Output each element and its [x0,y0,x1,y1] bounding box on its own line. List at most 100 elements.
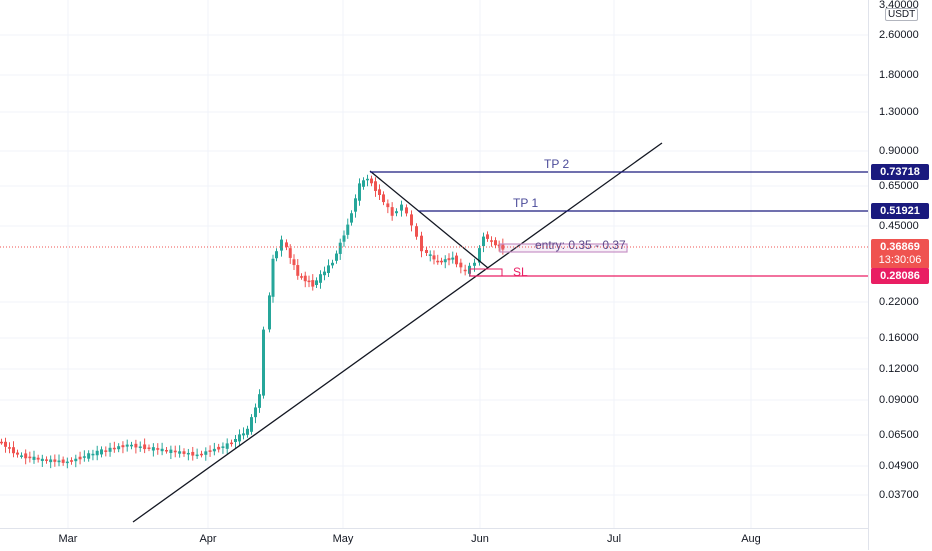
candle-body [16,452,19,455]
chart-area[interactable]: TP 2 TP 1 entry: 0.35 - 0.37 SL [0,0,868,528]
candle-body [82,456,86,458]
candle-body [61,459,65,463]
price-tick: 0.45000 [879,220,919,232]
descending-trendline[interactable] [369,170,489,269]
tp2-price-tag: 0.73718 [871,164,929,180]
candle-body [323,271,326,276]
candle-body [234,439,237,442]
last-price-tag: 0.36869 13:30:06 [871,239,929,269]
candle-body [40,458,44,461]
candle-body [447,258,451,261]
candle-body [182,451,186,454]
candle-body [268,295,271,330]
candle-body [428,254,432,256]
candle-body [32,456,36,460]
candle-body [0,441,3,444]
candle-body [311,280,315,287]
candle-body [327,265,330,273]
candle-body [112,447,116,450]
candle-body [463,269,467,272]
candle-body [494,240,497,246]
price-tick: 0.12000 [879,363,919,375]
entry-zone[interactable] [499,243,628,253]
candle-body [315,280,318,285]
candle-body [432,255,436,260]
price-tick: 0.04900 [879,460,919,472]
candle-body [134,443,138,448]
candle-body [242,433,245,436]
candle-body [390,207,394,216]
candle-body [292,259,296,266]
candle-body [303,275,307,282]
tp1-label: TP 1 [513,196,538,210]
candle-body [95,450,99,456]
price-tick: 2.60000 [879,29,919,41]
candle-body [382,194,385,203]
candle-body [335,253,338,261]
price-scale[interactable]: USDT 3.40000 2.60000 1.80000 1.30000 0.9… [868,0,932,550]
candle-body [20,455,23,457]
tp1-price-tag: 0.51921 [871,203,929,219]
candle-body [395,211,398,214]
candle-body [405,207,408,214]
candle-body [425,250,428,253]
candle-body [230,442,233,445]
entry-label: entry: 0.35 - 0.37 [535,238,626,252]
candle-body [8,447,11,449]
candle-body [49,459,53,463]
candle-body [362,180,365,187]
candle-body [4,441,7,447]
candle-body [307,280,311,283]
candle-body [217,446,221,450]
candle-body [246,428,249,435]
time-scale[interactable]: Mar Apr May Jun Jul Aug [0,528,868,551]
candle-body [104,450,108,452]
candle-body [121,445,125,448]
candle-body [440,260,443,263]
candle-body [436,260,440,263]
candle-body [36,457,40,460]
candle-body [125,444,129,447]
candle-body [53,459,57,462]
time-tick: Jul [606,533,622,545]
candle-body [285,242,288,248]
candle-body [45,459,48,461]
candle-body [451,257,455,260]
candle-body [455,255,458,265]
candle-body [57,460,61,463]
time-tick: Mar [58,533,78,545]
candle-body [366,178,369,181]
sl-box [469,268,503,277]
candle-body [400,204,403,211]
price-tick: 0.90000 [879,145,919,157]
candle-body [200,453,203,456]
candle-body [443,259,447,263]
candles [0,174,505,469]
candle-body [501,243,505,250]
candle-body [410,214,413,226]
candle-body [350,213,353,223]
candle-body [78,456,82,460]
candle-body [169,449,173,454]
grid-lines [0,0,868,528]
candle-body [138,446,142,448]
ascending-trendline[interactable] [132,142,663,523]
candle-body [250,417,253,432]
price-tick: 0.16000 [879,332,919,344]
candle-body [415,226,418,237]
price-chart[interactable]: TP 2 TP 1 entry: 0.35 - 0.37 SL [0,0,868,528]
candle-body [497,244,501,247]
candle-body [24,453,28,459]
candle-body [65,461,69,464]
sl-label: SL [513,265,528,279]
candle-body [262,329,265,396]
candle-body [74,458,78,462]
currency-label[interactable]: USDT [885,8,919,21]
candle-body [221,446,225,448]
sl-price-tag: 0.28086 [871,268,929,284]
candle-body [374,181,377,191]
candle-body [173,450,177,453]
candle-body [160,448,164,452]
candle-body [288,248,292,258]
candle-body [378,189,381,195]
